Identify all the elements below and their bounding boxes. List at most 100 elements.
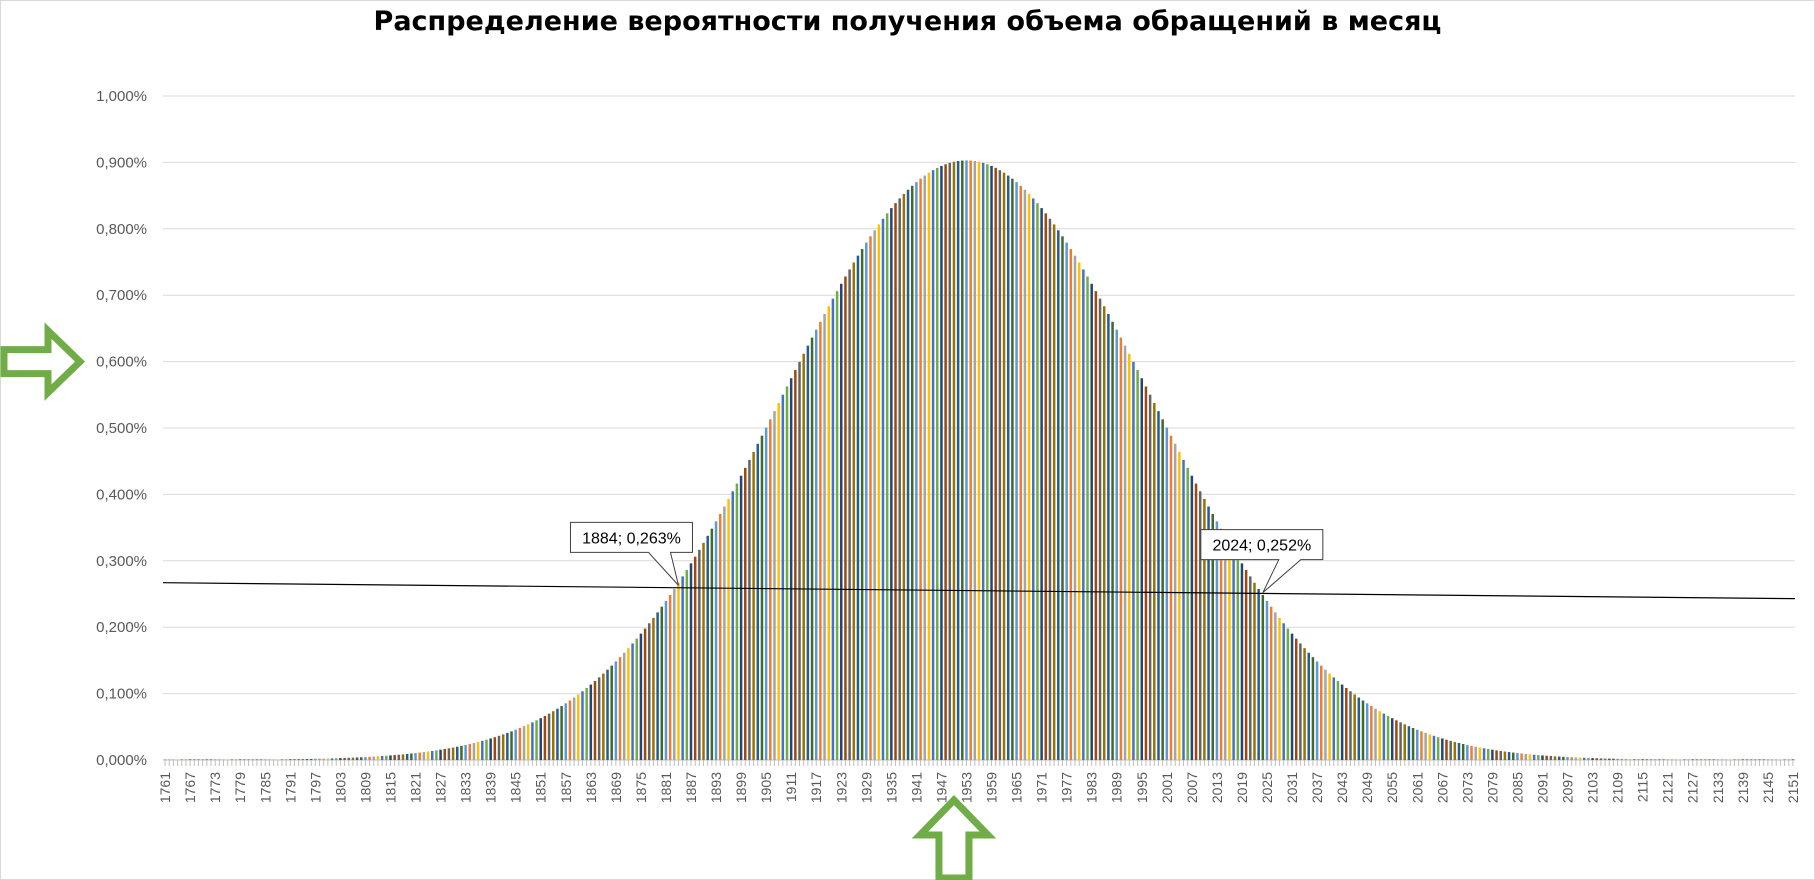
- bar: [1269, 606, 1273, 760]
- bar: [1641, 759, 1644, 760]
- bar: [589, 684, 593, 760]
- bar: [1678, 759, 1682, 760]
- bar: [869, 236, 872, 760]
- x-tick-label: 1803: [332, 772, 348, 803]
- x-tick-label: 1839: [483, 772, 499, 803]
- y-tick-label: 0,100%: [96, 686, 147, 703]
- bar: [326, 758, 330, 760]
- bar: [389, 755, 392, 760]
- bar: [1374, 708, 1377, 760]
- bar: [568, 700, 572, 760]
- bar: [1315, 661, 1319, 760]
- bar: [1737, 759, 1740, 760]
- bar: [1032, 198, 1035, 760]
- bar: [906, 189, 910, 760]
- bar: [355, 757, 359, 760]
- bar: [789, 378, 793, 760]
- bar: [1587, 757, 1590, 760]
- x-tick-label: 1983: [1084, 772, 1100, 803]
- bar: [760, 435, 764, 760]
- x-tick-label: 2091: [1534, 772, 1550, 803]
- bar: [652, 617, 655, 760]
- bar: [1098, 298, 1102, 760]
- bar: [1111, 321, 1114, 760]
- bar: [1249, 576, 1252, 760]
- bar: [1791, 759, 1795, 760]
- bar: [1136, 370, 1139, 760]
- bar: [1432, 735, 1436, 760]
- bar: [1553, 756, 1557, 760]
- x-tick-label: 2055: [1384, 772, 1400, 803]
- bar: [1336, 681, 1340, 760]
- bar: [1578, 757, 1582, 760]
- bar: [1011, 178, 1014, 760]
- bar: [531, 722, 534, 760]
- bar: [635, 638, 638, 760]
- bar: [1570, 757, 1573, 760]
- bar: [1466, 744, 1469, 760]
- x-tick-label: 1845: [508, 772, 524, 803]
- x-tick-label: 1767: [182, 772, 198, 803]
- bar: [981, 162, 985, 760]
- bar: [777, 402, 780, 760]
- bar: [1015, 182, 1018, 761]
- callout-label: 1884; 0,263%: [582, 530, 681, 547]
- bar: [1349, 691, 1352, 760]
- x-tick-label: 2079: [1484, 772, 1500, 803]
- bar: [1169, 435, 1173, 760]
- bar: [860, 249, 864, 760]
- bar: [936, 167, 939, 760]
- x-tick-label: 2145: [1760, 772, 1776, 803]
- bar: [1403, 724, 1406, 760]
- bar: [297, 759, 300, 760]
- bar: [1002, 172, 1006, 761]
- bar: [168, 759, 171, 760]
- bar: [1132, 361, 1135, 760]
- bar: [1386, 715, 1390, 760]
- x-tick-label: 1791: [282, 772, 298, 803]
- bar: [756, 443, 760, 760]
- bar: [1787, 759, 1790, 760]
- bar: [1653, 759, 1657, 760]
- x-tick-label: 2127: [1685, 772, 1701, 803]
- x-tick-label: 2031: [1284, 772, 1300, 803]
- bar: [1194, 483, 1198, 760]
- bar: [1486, 749, 1490, 760]
- bar: [476, 741, 480, 760]
- bar: [852, 262, 856, 760]
- bar: [305, 758, 309, 760]
- bar: [823, 313, 826, 760]
- bar: [447, 748, 451, 760]
- bar: [1557, 756, 1561, 760]
- bar: [1090, 283, 1093, 760]
- callout-label: 2024; 0,252%: [1212, 538, 1311, 555]
- x-tick-label: 2139: [1735, 772, 1751, 803]
- bar: [506, 732, 509, 760]
- bar: [698, 549, 701, 760]
- bar: [259, 759, 263, 760]
- bar: [268, 759, 271, 760]
- bar: [543, 715, 547, 760]
- bar: [1599, 758, 1603, 760]
- bar: [1457, 743, 1461, 760]
- x-tick-label: 2061: [1409, 772, 1425, 803]
- x-tick-label: 2085: [1509, 772, 1525, 803]
- bar: [1482, 748, 1486, 760]
- bar: [643, 628, 647, 760]
- bar: [1186, 467, 1189, 760]
- bar: [535, 720, 538, 760]
- bar: [631, 643, 634, 760]
- bar: [1044, 213, 1048, 761]
- bar: [405, 753, 409, 760]
- bar: [176, 759, 179, 760]
- bar: [848, 269, 851, 760]
- x-tick-label: 2151: [1785, 772, 1801, 803]
- bar: [1616, 758, 1619, 760]
- bar: [844, 276, 847, 760]
- y-tick-label: 0,900%: [96, 154, 147, 171]
- bar: [1102, 306, 1106, 760]
- bar: [1666, 759, 1669, 760]
- bar: [1733, 759, 1736, 760]
- x-tick-label: 2109: [1610, 772, 1626, 803]
